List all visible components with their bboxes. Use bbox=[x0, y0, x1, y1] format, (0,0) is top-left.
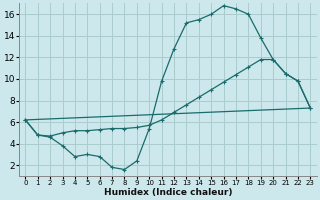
X-axis label: Humidex (Indice chaleur): Humidex (Indice chaleur) bbox=[104, 188, 232, 197]
